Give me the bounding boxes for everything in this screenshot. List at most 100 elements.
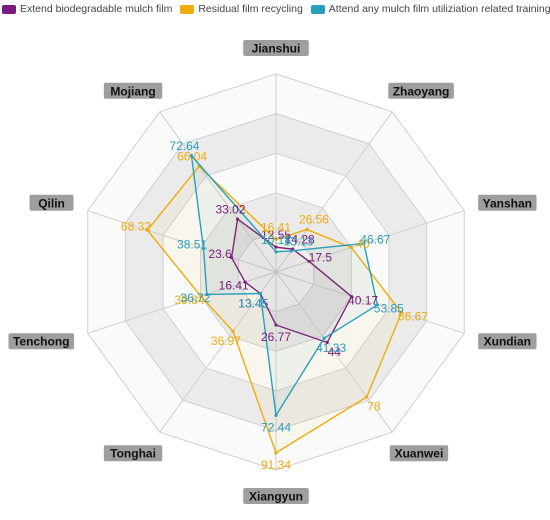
data-point-series-2-qilin — [145, 228, 149, 232]
axis-label-text-xuanwei: Xuanwei — [395, 447, 444, 461]
data-label-series-3-xuanwei: 41.33 — [316, 341, 346, 355]
data-point-series-2-yanshan — [349, 245, 353, 250]
axis-line-zhaoyang — [275, 111, 393, 273]
data-point-series-3-yanshan — [362, 241, 366, 246]
axis-label-text-xundian: Xundian — [484, 335, 531, 349]
data-point-series-1-xuanwei — [325, 340, 329, 345]
data-label-series-2-jianshui: 16.41 — [261, 221, 291, 235]
legend-label-series-1: Extend biodegradable mulch film — [20, 3, 173, 15]
axis-line-tonghai — [159, 271, 277, 433]
data-point-series-3-xundian — [375, 303, 380, 307]
legend-swatch-series-3 — [310, 4, 325, 14]
data-label-series-3-tenchong: 36.72 — [180, 291, 210, 305]
axis-label-bg-xiangyun — [243, 488, 309, 504]
legend-item-series-3[interactable]: Attend any mulch film utiliziation relat… — [310, 3, 550, 15]
data-point-series-3-qilin — [201, 246, 206, 251]
axis-label-mojiang: Mojiang — [103, 82, 163, 99]
data-label-series-1-xiangyun: 26.77 — [261, 330, 291, 344]
axis-label-text-xiangyun: Xiangyun — [249, 490, 303, 504]
axis-line-xundian — [275, 271, 465, 334]
data-point-series-2-xiangyun — [274, 451, 278, 455]
axis-line-xuanwei — [275, 271, 393, 433]
data-label-series-3-yanshan: 46.67 — [360, 233, 390, 247]
data-point-series-3-jianshui — [274, 250, 278, 254]
legend-item-series-1[interactable]: Extend biodegradable mulch film — [2, 3, 172, 15]
data-label-series-3-mojiang: 72.64 — [169, 139, 199, 153]
axis-line-yanshan — [275, 210, 465, 273]
legend-swatch-series-1 — [2, 4, 16, 14]
data-label-series-3-xiangyun: 72.44 — [261, 420, 291, 434]
data-point-series-2-xuanwei — [365, 395, 369, 399]
axis-label-tonghai: Tonghai — [103, 445, 163, 462]
data-point-series-1-qilin — [229, 255, 234, 260]
axis-label-bg-tonghai — [103, 445, 163, 462]
data-point-series-1-mojiang — [235, 217, 240, 221]
data-point-series-1-tenchong — [243, 280, 247, 284]
legend-label-series-2: Residual film recycling — [198, 3, 303, 15]
data-point-series-2-xundian — [399, 311, 404, 315]
axis-label-bg-jianshui — [243, 40, 309, 56]
data-point-series-3-mojiang — [189, 154, 194, 158]
data-point-series-3-xuanwei — [322, 336, 326, 340]
data-label-series-1-jianshui: 12.55 — [261, 228, 291, 242]
data-point-series-3-tenchong — [205, 292, 209, 297]
axis-label-yanshan: Yanshan — [478, 194, 537, 211]
data-point-series-2-tenchong — [199, 294, 203, 298]
radar-axis-labels: Jianshui Zhaoyang Yanshan Xundian Xuanwei Xia… — [8, 40, 537, 504]
axis-label-text-yanshan: Yanshan — [483, 196, 532, 210]
data-label-series-2-mojiang: 66.04 — [177, 150, 207, 164]
data-point-series-1-xiangyun — [274, 323, 278, 327]
data-label-series-2-xundian: 66.67 — [398, 310, 428, 324]
axis-label-xundian: Xundian — [478, 333, 537, 350]
data-point-series-3-tonghai — [258, 291, 262, 296]
data-point-series-1-xundian — [350, 294, 354, 299]
data-point-series-2-jianshui — [274, 237, 278, 242]
data-label-series-3-xundian: 53.85 — [374, 302, 404, 316]
legend-label-series-3: Attend any mulch film utiliziation relat… — [328, 3, 550, 15]
data-label-series-1-xundian: 40.17 — [348, 293, 378, 307]
chart-legend: Extend biodegradable mulch film Residual… — [2, 3, 550, 15]
data-point-series-3-zhaoyang — [289, 249, 293, 253]
data-point-series-2-tonghai — [231, 329, 235, 333]
data-point-series-3-xiangyun — [274, 413, 278, 418]
data-label-series-1-tenchong: 16.41 — [219, 279, 249, 293]
axis-label-zhaoyang: Zhaoyang — [388, 82, 454, 99]
data-label-series-2-tenchong: 39.84 — [175, 293, 205, 307]
axis-line-mojiang — [159, 111, 277, 273]
data-point-series-2-zhaoyang — [305, 227, 309, 232]
data-label-series-1-qilin: 23.6 — [208, 247, 232, 261]
data-label-series-3-tonghai: 13.45 — [238, 296, 268, 310]
data-label-series-2-yanshan: 40 — [356, 237, 370, 251]
data-label-series-2-xiangyun: 91.34 — [261, 458, 291, 472]
axis-line-qilin — [87, 210, 277, 273]
axis-label-bg-tenchong — [8, 333, 75, 350]
axis-label-bg-qilin — [29, 194, 74, 211]
axis-label-text-jianshui: Jianshui — [252, 42, 301, 56]
data-label-series-2-xuanwei: 78 — [367, 400, 381, 414]
axis-label-bg-xuanwei — [389, 445, 449, 462]
axis-label-bg-yanshan — [478, 194, 537, 211]
axis-label-tenchong: Tenchong — [8, 333, 75, 350]
data-label-series-1-tonghai: 13.45 — [238, 296, 268, 310]
data-label-series-2-zhaoyang: 26.56 — [299, 213, 329, 227]
axis-label-xiangyun: Xiangyun — [243, 488, 309, 504]
axis-label-qilin: Qilin — [29, 194, 74, 211]
data-label-series-1-yanshan: 17.5 — [309, 251, 333, 265]
data-label-series-3-qilin: 38.51 — [177, 238, 207, 252]
legend-swatch-series-2 — [180, 4, 195, 14]
legend-item-series-2[interactable]: Residual film recycling — [180, 3, 303, 15]
axis-label-xuanwei: Xuanwei — [389, 445, 449, 462]
data-point-series-1-yanshan — [307, 259, 311, 263]
data-label-series-1-zhaoyang: 14.28 — [285, 232, 315, 246]
axis-label-text-tonghai: Tonghai — [110, 447, 156, 461]
axis-label-text-tenchong: Tenchong — [13, 335, 69, 349]
axis-label-text-zhaoyang: Zhaoyang — [393, 84, 450, 98]
data-label-series-2-qilin: 68.32 — [121, 219, 151, 233]
data-label-series-3-jianshui: 10.18 — [261, 233, 291, 247]
axis-label-text-qilin: Qilin — [38, 196, 65, 210]
data-label-series-2-tonghai: 36.97 — [211, 334, 241, 348]
axis-label-bg-zhaoyang — [388, 82, 454, 99]
axis-label-jianshui: Jianshui — [243, 40, 309, 56]
data-point-series-1-jianshui — [274, 245, 278, 249]
